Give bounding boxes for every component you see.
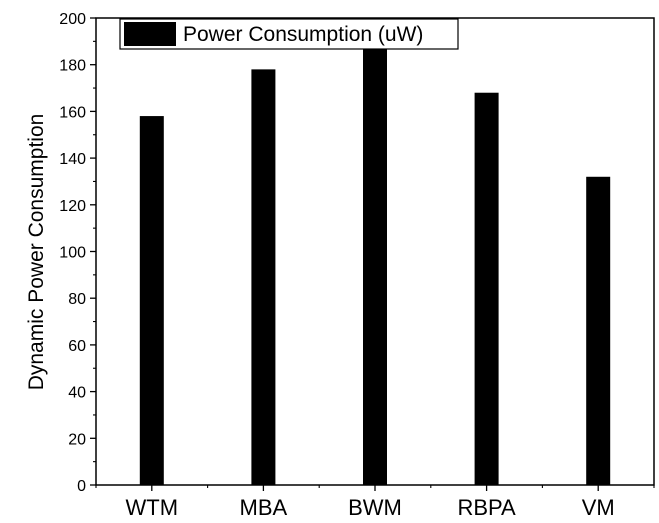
y-tick-label: 140	[59, 151, 86, 168]
x-tick-label-rbpa: RBPA	[457, 495, 516, 520]
x-tick-label-vm: VM	[582, 495, 615, 520]
legend: Power Consumption (uW)	[119, 18, 459, 50]
bar-mba	[251, 69, 276, 486]
y-tick-label: 40	[68, 385, 86, 402]
x-tick-label-wtm: WTM	[126, 495, 179, 520]
y-axis-title: Dynamic Power Consumption	[25, 114, 48, 391]
legend-box	[119, 18, 459, 50]
x-axis-ticks: WTM MBA BWM RBPA VM	[95, 485, 655, 520]
y-tick-label: 160	[59, 104, 86, 121]
legend-swatch	[124, 22, 176, 46]
y-tick-label: 200	[59, 11, 86, 28]
bar-wtm	[139, 116, 164, 485]
y-tick-label: 120	[59, 198, 86, 215]
y-tick-label: 80	[68, 291, 86, 308]
x-tick-label-bwm: BWM	[348, 495, 402, 520]
bar-rbpa	[474, 92, 499, 485]
legend-label: Power Consumption (uW)	[183, 23, 423, 46]
y-tick-label: 180	[59, 58, 86, 75]
y-tick-label: 100	[59, 245, 86, 262]
bar-series	[139, 48, 611, 486]
y-tick-label: 20	[68, 431, 86, 448]
y-tick-label: 60	[68, 338, 86, 355]
y-tick-label: 0	[77, 478, 86, 495]
bar-bwm	[363, 48, 387, 485]
y-axis-ticks: 0 20 40 60 80 100 120 140 160 180 200	[59, 11, 96, 495]
bar-vm	[586, 176, 611, 485]
x-tick-label-mba: MBA	[240, 495, 288, 520]
